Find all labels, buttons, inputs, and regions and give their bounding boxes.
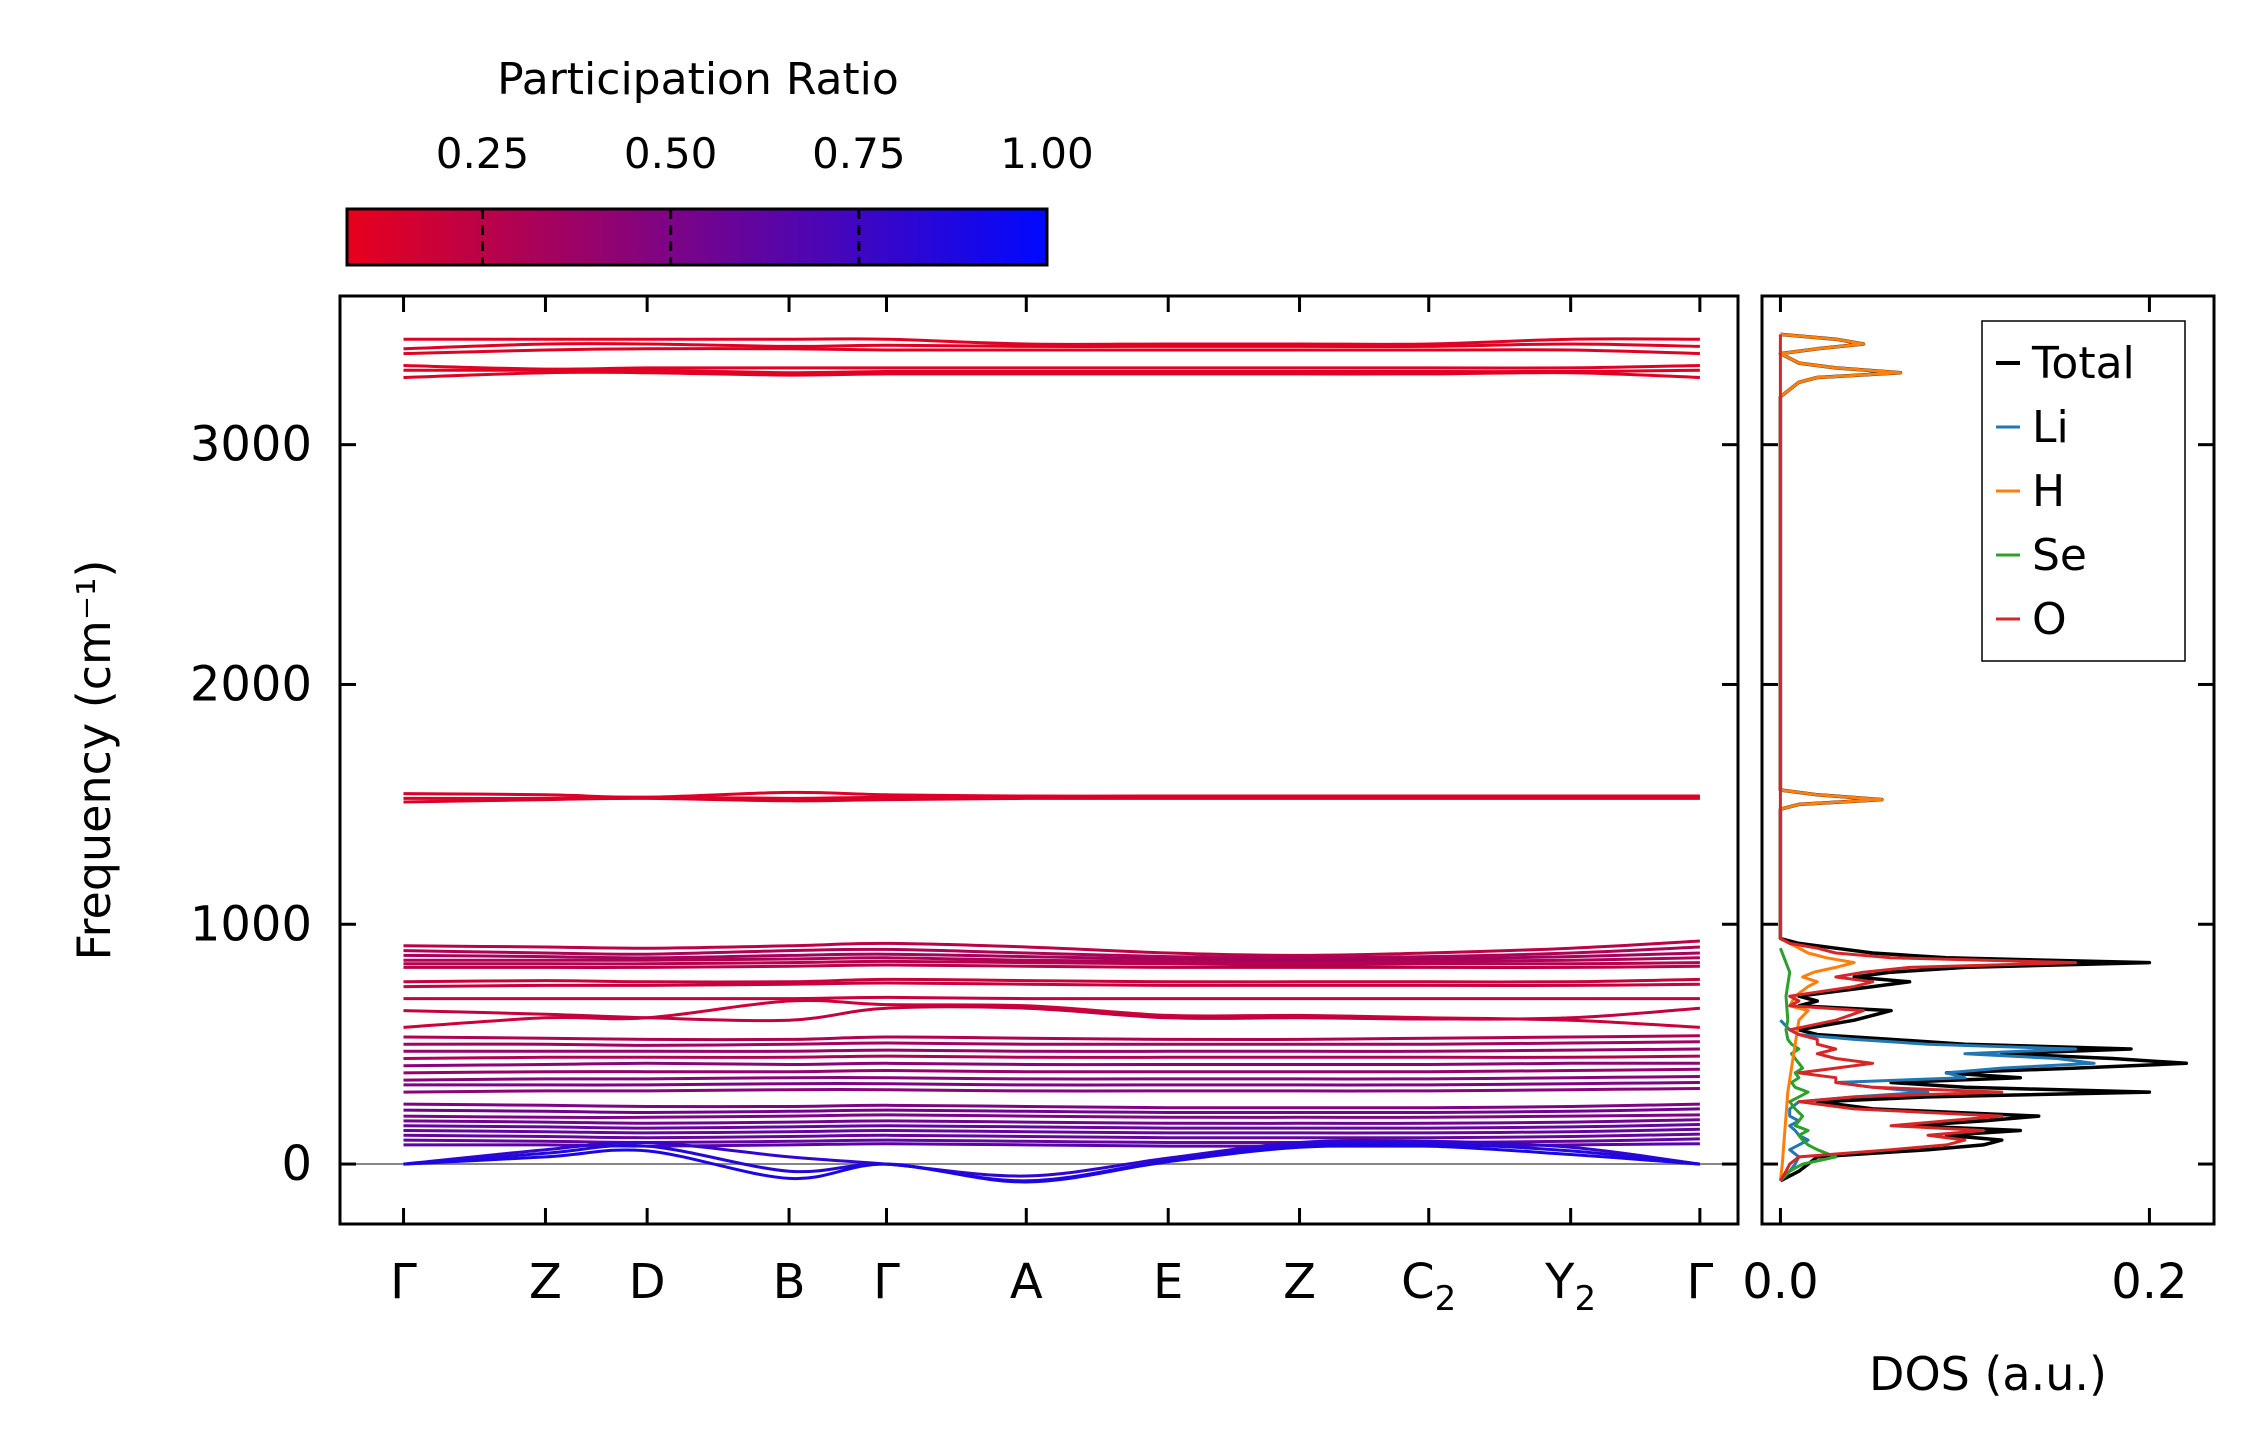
band-line (403, 337, 1700, 346)
band-line (403, 1113, 1700, 1119)
colorbar-gradient (345, 207, 1049, 267)
colorbar-tick-label: 0.25 (436, 129, 530, 178)
colorbar-ticks: 0.25 0.50 0.75 1.00 (436, 129, 1094, 265)
dos-frame (1760, 294, 2216, 1226)
band-line (403, 347, 1700, 356)
band-ytick-label: 1000 (190, 896, 312, 952)
band-frame (338, 294, 1740, 1226)
band-line (403, 364, 1700, 371)
band-line (403, 1132, 1700, 1140)
band-line (403, 998, 1700, 1029)
band-line (403, 1054, 1700, 1060)
band-line (403, 977, 1700, 984)
colorbar-tick-label: 1.00 (1000, 129, 1094, 178)
band-lines (340, 337, 1738, 1184)
band-line (403, 1067, 1700, 1075)
band-line (403, 370, 1700, 379)
kpoint-label: C2 (1401, 1254, 1456, 1319)
dos-line-o (1778, 334, 2078, 1182)
kpoint-label: Y2 (1544, 1254, 1596, 1319)
band-line (403, 1107, 1700, 1115)
band-line (403, 995, 1700, 1001)
kpoint-label: B (773, 1254, 806, 1310)
band-line (403, 1075, 1700, 1082)
legend-label: O (2032, 594, 2067, 645)
band-line (403, 1047, 1700, 1053)
legend-label: Li (2032, 402, 2069, 453)
band-line (403, 951, 1700, 962)
kpoint-label: Z (1283, 1254, 1316, 1310)
dos-axes: 0.0 0.2 (1742, 296, 2214, 1310)
legend-label: Se (2032, 530, 2087, 581)
band-line (403, 981, 1700, 989)
band-line (403, 342, 1700, 351)
band-line (403, 959, 1700, 967)
band-line (403, 1143, 1701, 1184)
dos-line-h (1778, 332, 1902, 1181)
kpoint-label: A (1010, 1254, 1043, 1310)
dos-panel: 0.0 0.2 DOS (a.u.) Total Li H Se O (1742, 294, 2216, 1401)
kpoint-label: Γ (1686, 1254, 1713, 1310)
legend-label: Total (2031, 338, 2135, 389)
kpoint-label: D (629, 1254, 666, 1310)
dos-line-se (1779, 947, 1838, 1182)
band-line (403, 1040, 1700, 1047)
kpoint-label: E (1153, 1254, 1183, 1310)
dos-xlabel: DOS (a.u.) (1869, 1347, 2107, 1401)
colorbar-title: Participation Ratio (497, 54, 899, 105)
band-panel: Frequency (cm⁻¹) 0 1000 2000 3000 Γ Z D B Γ A E Z C2… (67, 294, 1740, 1319)
band-line (403, 1139, 1701, 1178)
band-line (403, 963, 1700, 969)
dos-lines (1778, 332, 2189, 1183)
band-ytick-label: 3000 (190, 417, 312, 473)
colorbar: Participation Ratio 0.25 0.50 0.75 1.00 (345, 54, 1094, 267)
dos-xtick-label: 0.2 (2111, 1254, 2187, 1310)
dos-xtick-label: 0.0 (1742, 1254, 1818, 1310)
band-line (403, 1034, 1700, 1042)
band-ytick-label: 0 (281, 1136, 312, 1192)
band-axes: 0 1000 2000 3000 Γ Z D B Γ A E Z C2 Y2 Γ (190, 296, 1738, 1319)
band-line (403, 1005, 1701, 1023)
band-line (403, 1123, 1700, 1130)
band-line (403, 1102, 1700, 1110)
band-ylabel: Frequency (cm⁻¹) (67, 560, 121, 961)
legend-label: H (2032, 466, 2065, 517)
band-line (403, 368, 1700, 375)
kpoint-label: Z (529, 1254, 562, 1310)
colorbar-tick-label: 0.50 (624, 129, 718, 178)
band-ytick-label: 2000 (190, 656, 312, 712)
band-line (403, 939, 1700, 957)
band-line (403, 1127, 1700, 1135)
band-line (403, 1118, 1700, 1125)
band-line (403, 956, 1700, 965)
band-line (403, 1061, 1700, 1068)
band-line (403, 945, 1700, 960)
band-line (403, 1087, 1700, 1094)
kpoint-label: Γ (873, 1254, 900, 1310)
dos-legend: Total Li H Se O (1981, 320, 2186, 662)
kpoint-label: Γ (390, 1254, 417, 1310)
band-line (403, 1081, 1700, 1087)
band-line (403, 796, 1700, 804)
colorbar-tick-label: 0.75 (812, 129, 906, 178)
